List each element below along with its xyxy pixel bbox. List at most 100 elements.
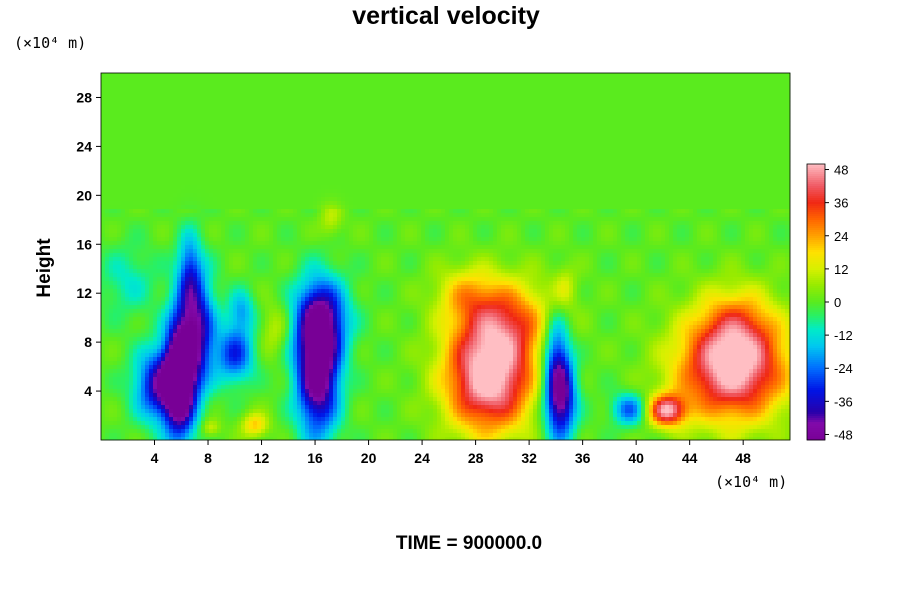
colorbar-swatch bbox=[807, 386, 825, 389]
colorbar-swatch bbox=[807, 180, 825, 183]
x-tick-label: 20 bbox=[361, 450, 377, 466]
colorbar-swatch bbox=[807, 388, 825, 391]
colorbar-swatch bbox=[807, 170, 825, 173]
colorbar-tick-label: 24 bbox=[834, 229, 848, 244]
colorbar-swatch bbox=[807, 318, 825, 321]
y-tick-label: 20 bbox=[76, 187, 92, 203]
x-tick-label: 28 bbox=[468, 450, 484, 466]
colorbar-swatch bbox=[807, 338, 825, 341]
colorbar-swatch bbox=[807, 324, 825, 327]
colorbar-swatch bbox=[807, 390, 825, 393]
x-tick-label: 24 bbox=[414, 450, 430, 466]
colorbar-swatch bbox=[807, 308, 825, 311]
colorbar-swatch bbox=[807, 302, 825, 305]
colorbar-swatch bbox=[807, 316, 825, 319]
colorbar-swatch bbox=[807, 262, 825, 265]
colorbar-swatch bbox=[807, 334, 825, 337]
colorbar-swatch bbox=[807, 414, 825, 417]
colorbar-swatch bbox=[807, 294, 825, 297]
colorbar-swatch bbox=[807, 288, 825, 291]
colorbar-swatch bbox=[807, 270, 825, 273]
colorbar-swatch bbox=[807, 370, 825, 373]
colorbar-swatch bbox=[807, 348, 825, 351]
colorbar-swatch bbox=[807, 256, 825, 259]
colorbar-swatch bbox=[807, 426, 825, 429]
colorbar-swatch bbox=[807, 290, 825, 293]
y-axis-ticks: 4 8 12 16 20 24 28 bbox=[76, 89, 101, 399]
colorbar-swatch bbox=[807, 438, 825, 441]
colorbar-swatch bbox=[807, 228, 825, 231]
colorbar-swatch bbox=[807, 192, 825, 195]
colorbar-swatch bbox=[807, 342, 825, 345]
colorbar-swatch bbox=[807, 332, 825, 335]
colorbar-swatch bbox=[807, 168, 825, 171]
colorbar-swatch bbox=[807, 352, 825, 355]
x-tick-label: 12 bbox=[254, 450, 270, 466]
colorbar-swatch bbox=[807, 166, 825, 169]
colorbar-swatch bbox=[807, 234, 825, 237]
x-tick-label: 32 bbox=[521, 450, 537, 466]
colorbar-swatch bbox=[807, 296, 825, 299]
y-axis-label: Height bbox=[34, 238, 55, 298]
colorbar-swatch bbox=[807, 298, 825, 301]
colorbar-swatch bbox=[807, 238, 825, 241]
colorbar-ticks: 48 36 24 12 0 -12 -24 -36 -48 bbox=[825, 163, 853, 442]
colorbar-swatch bbox=[807, 430, 825, 433]
colorbar-swatch bbox=[807, 274, 825, 277]
y-tick-label: 8 bbox=[84, 334, 92, 350]
colorbar-swatch bbox=[807, 268, 825, 271]
colorbar-swatch bbox=[807, 360, 825, 363]
colorbar-swatch bbox=[807, 190, 825, 193]
colorbar-swatch bbox=[807, 218, 825, 221]
colorbar-swatch bbox=[807, 346, 825, 349]
colorbar-swatch bbox=[807, 252, 825, 255]
colorbar-swatch bbox=[807, 364, 825, 367]
colorbar-swatch bbox=[807, 424, 825, 427]
plot-frame bbox=[100, 72, 791, 441]
colorbar-swatch bbox=[807, 222, 825, 225]
colorbar-swatch bbox=[807, 404, 825, 407]
time-label: TIME = 900000.0 bbox=[396, 533, 542, 554]
x-axis-ticks: 4 8 12 16 20 24 28 32 36 40 44 48 bbox=[151, 440, 751, 466]
colorbar-swatch bbox=[807, 174, 825, 177]
colorbar-swatch bbox=[807, 278, 825, 281]
colorbar-swatch bbox=[807, 226, 825, 229]
colorbar-swatch bbox=[807, 176, 825, 179]
x-tick-label: 16 bbox=[307, 450, 323, 466]
colorbar-swatch bbox=[807, 392, 825, 395]
colorbar-swatch bbox=[807, 362, 825, 365]
x-tick-label: 4 bbox=[151, 450, 159, 466]
colorbar-tick-label: -48 bbox=[834, 427, 853, 442]
x-tick-label: 44 bbox=[682, 450, 698, 466]
y-tick-label: 16 bbox=[76, 236, 92, 252]
colorbar-swatch bbox=[807, 328, 825, 331]
colorbar-swatch bbox=[807, 358, 825, 361]
colorbar-swatch bbox=[807, 188, 825, 191]
colorbar-swatch bbox=[807, 194, 825, 197]
colorbar-swatch bbox=[807, 304, 825, 307]
colorbar-swatch bbox=[807, 330, 825, 333]
colorbar-swatch bbox=[807, 344, 825, 347]
colorbar-swatch bbox=[807, 220, 825, 223]
colorbar-swatch bbox=[807, 310, 825, 313]
colorbar-swatch bbox=[807, 354, 825, 357]
colorbar-swatch bbox=[807, 402, 825, 405]
y-tick-label: 28 bbox=[76, 89, 92, 105]
colorbar-swatch bbox=[807, 280, 825, 283]
colorbar-swatch bbox=[807, 214, 825, 217]
colorbar-tick-label: -12 bbox=[834, 328, 853, 343]
colorbar-swatch bbox=[807, 306, 825, 309]
colorbar-swatch bbox=[807, 432, 825, 435]
y-tick-label: 24 bbox=[76, 138, 92, 154]
y-unit-label: (×10⁴ m) bbox=[14, 34, 86, 52]
colorbar-swatch bbox=[807, 242, 825, 245]
colorbar-swatch bbox=[807, 164, 825, 167]
colorbar-swatch bbox=[807, 282, 825, 285]
colorbar-swatch bbox=[807, 420, 825, 423]
y-tick-label: 4 bbox=[84, 383, 92, 399]
colorbar-swatch bbox=[807, 376, 825, 379]
colorbar-swatch bbox=[807, 374, 825, 377]
x-tick-label: 8 bbox=[204, 450, 212, 466]
colorbar-tick-label: 12 bbox=[834, 262, 848, 277]
